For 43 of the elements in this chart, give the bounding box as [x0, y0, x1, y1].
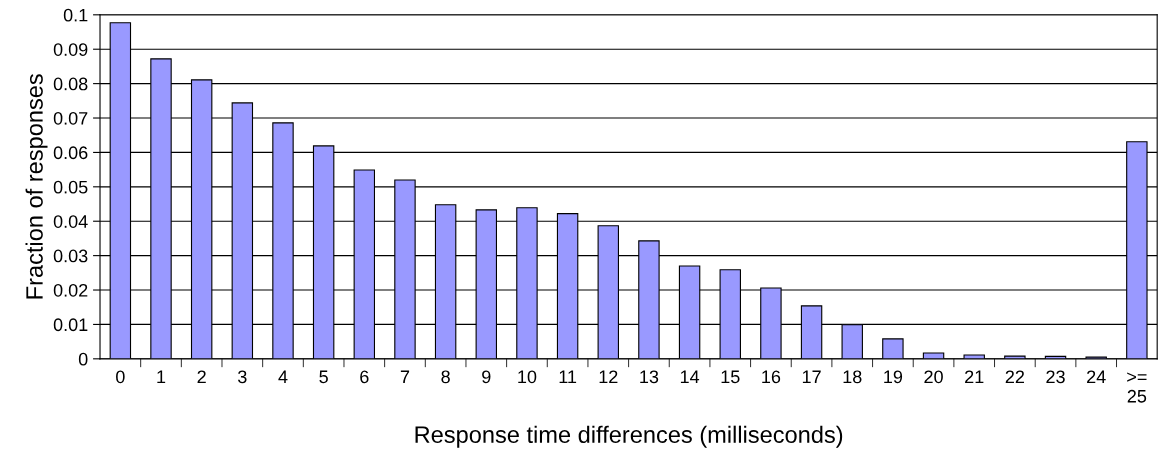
- x-tick-label: 13: [640, 370, 659, 384]
- x-tick-label: 20: [924, 370, 943, 384]
- bar: [882, 338, 904, 359]
- y-tick-label: 0.03: [53, 249, 88, 263]
- x-axis-title: Response time differences (milliseconds): [415, 425, 843, 448]
- y-tick-label: 0.02: [53, 283, 88, 297]
- x-tick-label: 16: [762, 370, 781, 384]
- x-tick-label: 5: [319, 370, 328, 384]
- x-tick-label: 8: [441, 370, 450, 384]
- x-tick-label: >= 25: [1127, 372, 1147, 403]
- x-tick-label: 10: [518, 370, 537, 384]
- x-tick-label: 3: [238, 370, 247, 384]
- x-tick-label: 4: [278, 370, 288, 384]
- x-tick-label: 2: [197, 370, 206, 384]
- bar: [1004, 355, 1026, 359]
- y-tick-label: 0.05: [53, 180, 88, 194]
- x-tick-label: 19: [884, 370, 903, 384]
- x-tick-label: 22: [1005, 370, 1025, 384]
- x-tick-label: 7: [400, 370, 410, 384]
- y-tick-label: 0.04: [53, 215, 88, 228]
- x-tick-label: 12: [599, 370, 618, 384]
- y-tick-label: 0: [78, 352, 88, 366]
- x-tick-label: 15: [721, 370, 740, 384]
- x-tick-label: 1: [157, 370, 166, 384]
- x-tick-label: 23: [1046, 370, 1065, 384]
- x-tick-label: 6: [360, 370, 369, 384]
- y-axis-title: Fraction of responses: [25, 74, 48, 299]
- y-tick-label: 0.09: [53, 43, 88, 56]
- y-tick-label: 0.1: [63, 8, 88, 22]
- bar: [963, 354, 985, 359]
- x-tick-label: 17: [802, 370, 821, 384]
- bar: [922, 352, 945, 359]
- x-tick-label: 0: [116, 370, 125, 384]
- x-tick-label: 9: [482, 370, 491, 384]
- y-tick-label: 0.01: [53, 318, 88, 332]
- x-tick-label: 18: [843, 370, 862, 384]
- x-tick-label: 21: [965, 370, 984, 384]
- y-tick-label: 0.08: [53, 77, 88, 91]
- y-tick-label: 0.06: [53, 146, 88, 160]
- x-tick-label: 11: [559, 370, 577, 384]
- y-tick-label: 0.07: [53, 111, 88, 125]
- x-tick-label: 24: [1087, 370, 1106, 384]
- x-tick-label: 14: [680, 370, 700, 384]
